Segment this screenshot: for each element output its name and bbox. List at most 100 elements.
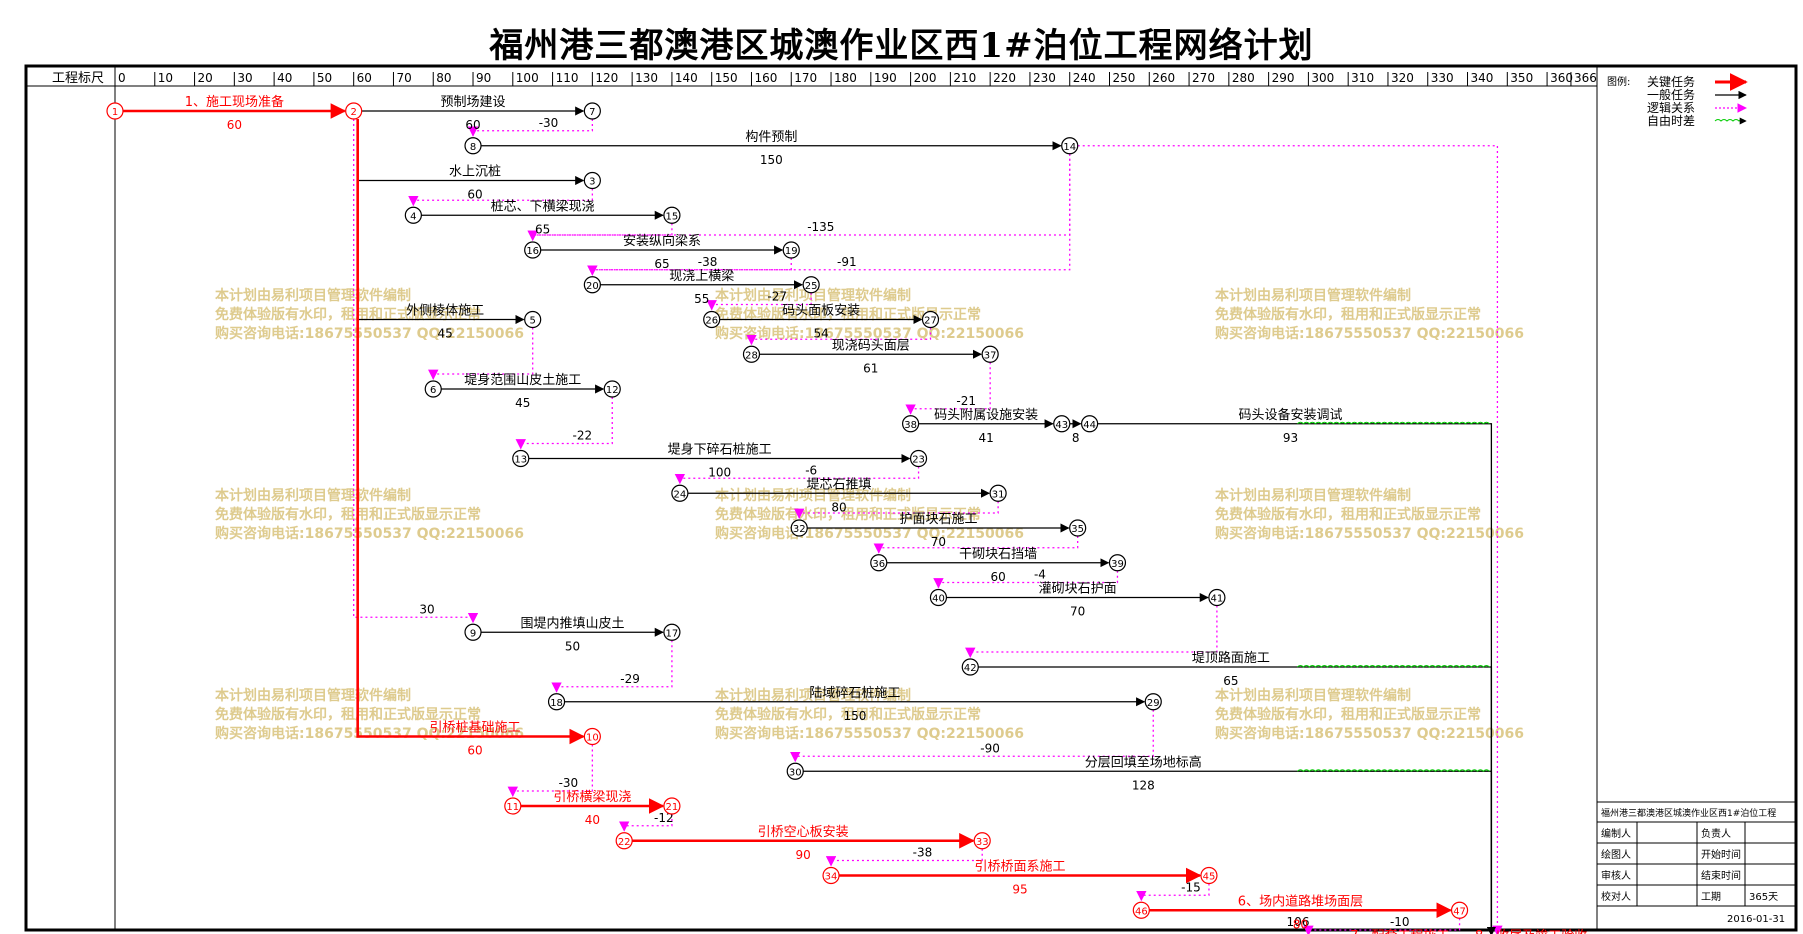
event-node [802,276,820,294]
task-duration: 60 [990,570,1005,584]
lag-label: -38 [913,846,933,860]
event-node-id: 35 [1071,524,1084,535]
task-duration: 65 [1223,674,1238,688]
event-node [1069,519,1087,537]
event-node-id: 22 [618,837,631,848]
watermark-line: 免费体验版有水印，租用和正式版显示正常 [1215,306,1481,323]
scale-tick-label: 350 [1510,71,1533,85]
task-name: 构件预制 [745,130,797,145]
title-block-cell: 365天 [1749,892,1778,903]
event-node-id: 2 [350,107,356,118]
event-node-id: 19 [785,246,798,257]
title-block-cell: 校对人 [1601,890,1631,903]
event-node-id: 23 [912,455,925,466]
task-duration: 55 [694,292,709,306]
event-node [583,171,601,190]
title-block-cell: 编制人 [1601,827,1631,840]
event-node-id: 5 [530,316,536,327]
scale-tick-label: 310 [1351,71,1374,85]
event-node [961,658,979,676]
scale-tick-label: 230 [1033,71,1056,85]
task-duration: 54 [813,327,828,341]
scale-tick-label: 80 [436,71,451,85]
lag-label: -30 [539,116,559,130]
watermark-line: 本计划由易利项目管理软件编制 [215,287,411,304]
task-duration: 128 [1132,778,1155,792]
event-node-id: 18 [550,698,563,709]
event-node-id: 46 [1135,906,1148,917]
watermark-line: 免费体验版有水印，租用和正式版显示正常 [1215,706,1481,723]
event-node [1081,415,1099,433]
event-node-id: 43 [1055,420,1068,431]
event-node-id: 25 [805,281,818,292]
task-duration: 45 [438,327,453,341]
task-duration: 80 [1293,917,1308,931]
task-duration: 100 [708,466,731,480]
watermark-line: 本计划由易利项目管理软件编制 [715,487,911,504]
event-node [424,380,442,398]
task-duration: 60 [227,118,242,132]
event-node-id: 17 [666,628,679,639]
task-name: 引桥空心板安装 [758,825,849,840]
logic-link [515,397,613,450]
logic-link [674,466,920,485]
event-node-id: 32 [793,524,806,535]
free-float-line [1297,421,1490,425]
event-node-id: 31 [992,489,1005,500]
task-duration: 70 [1070,605,1085,619]
event-node [790,519,808,537]
legend-label: 自由时差 [1647,114,1695,128]
event-node [464,137,482,155]
task-arrow [803,770,1496,934]
event-node [504,797,522,815]
watermark-line: 本计划由易利项目管理软件编制 [215,487,411,504]
watermark-line: 购买咨询电话:18675550537 QQ:22150066 [715,725,1024,742]
task-duration: 150 [760,153,783,167]
task-name: 7、配套工程施工 [1350,928,1449,934]
task-duration: 80 [831,500,846,514]
lag-label: -10 [1390,915,1410,929]
task-name: 现浇上横梁 [669,269,734,284]
task-name: 现浇码头面层 [832,338,910,353]
event-node-id: 30 [789,767,802,778]
scale-tick-label: 20 [198,71,213,85]
watermark-line: 本计划由易利项目管理软件编制 [715,287,911,304]
scale-tick-label: 200 [914,71,937,85]
task-name: 安装纵向梁系 [623,233,701,249]
logic-link [905,362,991,415]
event-node [512,449,530,468]
event-node-id: 16 [526,246,539,257]
watermark-line: 免费体验版有水印，租用和正式版显示正常 [215,706,481,723]
event-node-id: 6 [430,385,436,396]
event-node [106,102,124,120]
legend-heading: 图例: [1607,75,1630,88]
logic-link [794,501,999,520]
event-node-id: 7 [589,107,595,118]
event-node [973,832,991,850]
watermark-line: 购买咨询电话:18675550537 QQ:22150066 [1215,525,1524,542]
lag-label: 30 [419,602,434,616]
task-duration: 65 [535,222,550,236]
event-node [742,345,761,363]
scale-tick-label: 10 [158,71,173,85]
task-name: 1、施工现场准备 [185,94,284,110]
event-node-id: 12 [606,385,619,396]
watermark-line: 免费体验版有水印，租用和正式版显示正常 [1215,506,1481,523]
logic-link [353,119,479,624]
task-duration: 93 [1283,431,1298,445]
legend-label: 关键任务 [1647,74,1695,89]
task-duration: 45 [515,396,530,410]
lag-label: -6 [805,463,817,477]
scale-tick-label: 180 [834,71,857,85]
scale-tick-label: 210 [953,71,976,85]
event-node [663,797,681,815]
lag-label: -38 [698,255,718,269]
task-name: 干砌块石挡墙 [959,547,1037,562]
logic-link [467,119,594,137]
legend-float-swatch [1714,119,1746,122]
logic-link [527,223,673,242]
task-duration: 60 [467,188,482,202]
scale-tick-label: 300 [1311,71,1334,85]
event-node-id: 10 [586,733,599,744]
